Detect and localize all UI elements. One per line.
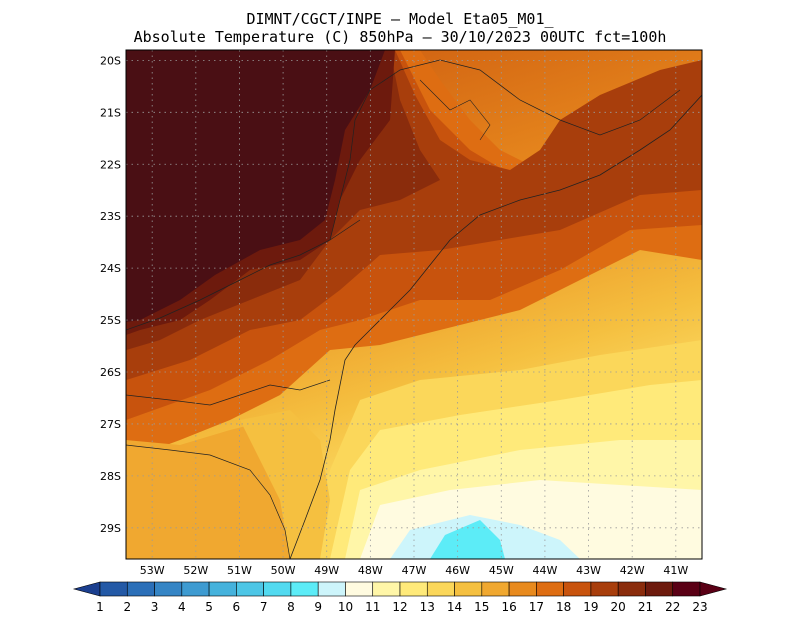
colorbar-label: 5 xyxy=(205,600,213,614)
lon-label: 46W xyxy=(445,564,470,577)
lat-label: 28S xyxy=(100,470,121,483)
lon-label: 47W xyxy=(402,564,427,577)
colorbar-swatch xyxy=(290,581,319,597)
colorbar-swatch xyxy=(454,581,483,597)
lon-label: 53W xyxy=(140,564,165,577)
colorbar-label: 16 xyxy=(501,600,516,614)
colorbar-swatch xyxy=(263,581,292,597)
colorbar-label: 3 xyxy=(151,600,159,614)
colorbar-swatch xyxy=(426,581,455,597)
colorbar-swatches xyxy=(72,581,728,597)
colorbar-swatch xyxy=(481,581,510,597)
map-frame xyxy=(125,49,703,560)
colorbar-label: 1 xyxy=(96,600,104,614)
colorbar-label: 10 xyxy=(338,600,353,614)
lon-label: 50W xyxy=(271,564,296,577)
colorbar-label: 7 xyxy=(260,600,268,614)
lon-label: 48W xyxy=(358,564,383,577)
colorbar-label: 18 xyxy=(556,600,571,614)
colorbar-swatch xyxy=(617,581,646,597)
colorbar-labels: 1 2 3 4 5 6 7 8 9 10 11 12 13 14 15 16 17 18 19 20 21 22 23 xyxy=(96,600,707,614)
colorbar-swatch xyxy=(208,581,237,597)
map-title-line2: Absolute Temperature (C) 850hPa – 30/10/… xyxy=(133,28,667,46)
colorbar-label: 11 xyxy=(365,600,380,614)
colorbar-label: 17 xyxy=(529,600,544,614)
lat-label: 27S xyxy=(100,418,121,431)
colorbar-label: 4 xyxy=(178,600,186,614)
colorbar-swatch xyxy=(508,581,537,597)
colorbar-swatch xyxy=(236,581,264,597)
lon-label: 45W xyxy=(489,564,514,577)
colorbar-swatch xyxy=(590,581,619,597)
lat-label: 23S xyxy=(100,210,121,223)
colorbar-label: 20 xyxy=(611,600,626,614)
lat-label: 21S xyxy=(100,106,121,119)
longitude-labels: 53W 52W 51W 50W 49W 48W 47W 46W 45W 44W 43W 42W 41W xyxy=(140,564,689,577)
colorbar-swatch xyxy=(181,581,210,597)
colorbar-swatch xyxy=(672,581,701,597)
lon-label: 49W xyxy=(314,564,339,577)
lat-label: 20S xyxy=(100,54,121,67)
colorbar-swatch xyxy=(563,581,592,597)
colorbar-label: 12 xyxy=(392,600,407,614)
colorbar-swatch xyxy=(536,581,564,597)
lat-label: 25S xyxy=(100,314,121,327)
colorbar-label: 14 xyxy=(447,600,462,614)
lat-label: 26S xyxy=(100,366,121,379)
colorbar-label: 15 xyxy=(474,600,489,614)
colorbar-max-arrow xyxy=(699,581,728,597)
colorbar-swatch xyxy=(345,581,374,597)
colorbar-swatch xyxy=(399,581,428,597)
colorbar-swatch xyxy=(372,581,401,597)
colorbar-label: 8 xyxy=(287,600,295,614)
lon-label: 43W xyxy=(576,564,601,577)
colorbar-label: 22 xyxy=(665,600,680,614)
colorbar-label: 21 xyxy=(638,600,653,614)
colorbar-label: 6 xyxy=(233,600,241,614)
colorbar-label: 19 xyxy=(583,600,598,614)
lon-label: 42W xyxy=(620,564,645,577)
colorbar-swatch xyxy=(99,581,128,597)
colorbar-label: 13 xyxy=(420,600,435,614)
colorbar-label: 9 xyxy=(314,600,322,614)
lat-label: 22S xyxy=(100,158,121,171)
colorbar-swatch xyxy=(126,581,155,597)
lon-label: 41W xyxy=(663,564,688,577)
map-title-line1: DIMNT/CGCT/INPE – Model Eta05_M01_ xyxy=(246,10,554,28)
colorbar-swatch xyxy=(645,581,674,597)
colorbar-swatch xyxy=(154,581,183,597)
lon-label: 44W xyxy=(532,564,557,577)
lon-label: 52W xyxy=(183,564,208,577)
lat-label: 29S xyxy=(100,522,121,535)
graticule xyxy=(126,50,702,559)
colorbar-label: 23 xyxy=(692,600,707,614)
lon-label: 51W xyxy=(227,564,252,577)
colorbar-swatch xyxy=(317,581,346,597)
colorbar-label: 2 xyxy=(123,600,131,614)
colorbar-min-arrow xyxy=(72,581,101,597)
lat-label: 24S xyxy=(100,262,121,275)
latitude-labels: 20S 21S 22S 23S 24S 25S 26S 27S 28S 29S xyxy=(100,54,121,534)
